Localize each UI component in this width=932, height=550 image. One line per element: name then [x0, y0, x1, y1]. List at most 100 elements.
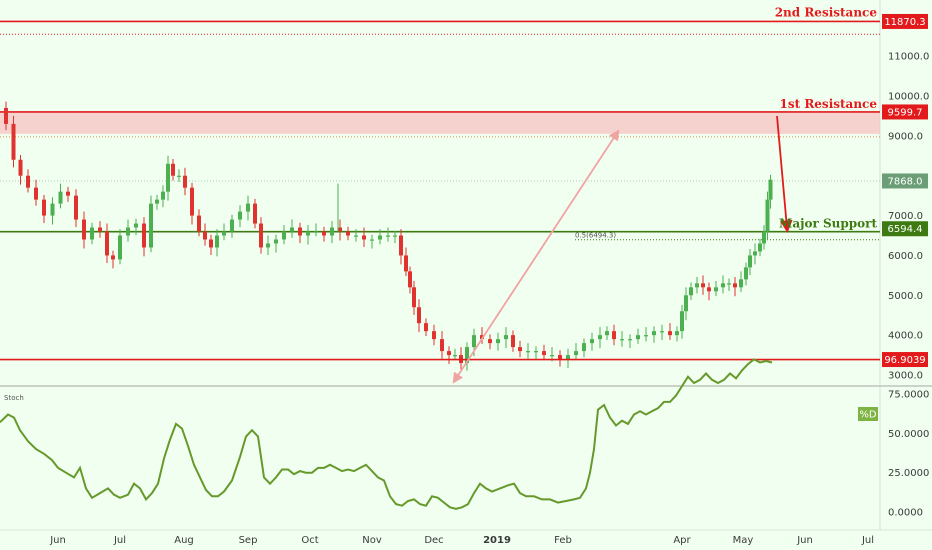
candle-body	[636, 335, 640, 340]
candle-body	[566, 355, 570, 360]
candle-body	[209, 239, 213, 248]
candle-body	[765, 199, 770, 232]
stoch-legend-label: %D	[859, 410, 877, 421]
time-tick-label: Jul	[861, 535, 874, 546]
first-resistance-label: 1st Resistance	[780, 97, 878, 111]
candle-body	[412, 287, 416, 308]
annotations: 11870.3 9599.7 7868.0 6594.4 96.9039 2nd Resi…	[575, 5, 928, 368]
time-tick-label: Dec	[424, 535, 443, 546]
candle-body	[222, 231, 226, 236]
candle-body	[197, 215, 201, 232]
candle-body	[378, 235, 382, 240]
candle-body	[149, 203, 153, 248]
candle-body	[644, 335, 648, 337]
candle-body	[183, 175, 187, 188]
time-tick-label: Jun	[796, 535, 813, 546]
candle-body	[675, 331, 679, 336]
candle-body	[417, 307, 421, 324]
candle-body	[42, 199, 46, 216]
second-resistance-tag-label: 11870.3	[884, 17, 925, 28]
resistance-zone-rect	[0, 111, 880, 134]
level-lines	[0, 20, 880, 241]
price-tick-label: 3000.0	[888, 371, 923, 382]
candle-body	[447, 351, 451, 356]
arrows	[452, 115, 793, 384]
candle-body	[399, 235, 403, 256]
candle-body	[118, 235, 122, 260]
candle-body	[768, 179, 773, 200]
time-tick-label: 2019	[483, 535, 511, 546]
candle-body	[707, 287, 711, 292]
candle-body	[472, 335, 476, 348]
candle-body	[440, 339, 444, 352]
candle-body	[246, 203, 250, 212]
candle-body	[598, 335, 602, 340]
candle-body	[424, 323, 428, 332]
time-tick-label: Feb	[554, 535, 572, 546]
candle-body	[721, 283, 725, 288]
candle-body	[354, 235, 358, 237]
candle-body	[58, 191, 63, 204]
candle-body	[526, 351, 530, 353]
time-tick-label: May	[733, 535, 754, 546]
major-support-tag	[882, 221, 928, 237]
candle-body	[739, 279, 743, 288]
stoch-tick-label: 75.0000	[888, 390, 929, 401]
candle-body	[605, 331, 609, 336]
candle-body	[177, 175, 181, 177]
resistance-zone	[0, 111, 880, 138]
candle-body	[518, 347, 522, 352]
candle-body	[18, 159, 23, 176]
candle-body	[504, 335, 508, 340]
stoch-tick-label: 0.0000	[888, 508, 923, 519]
candle-body	[511, 335, 515, 348]
candle-body	[298, 227, 302, 236]
candle-body	[408, 271, 412, 288]
candle-body	[628, 339, 632, 341]
second-resistance-label: 2nd Resistance	[775, 5, 878, 19]
candle-body	[574, 351, 578, 356]
candle-body	[590, 339, 594, 344]
price-tick-label: 4000.0	[888, 331, 923, 342]
candle-body	[26, 175, 30, 188]
candle-body	[274, 239, 278, 244]
candle-body	[322, 231, 326, 236]
candle-body	[701, 283, 705, 288]
candle-body	[166, 163, 170, 192]
candle-body	[253, 203, 257, 224]
candle-body	[393, 235, 397, 237]
candle-body	[370, 239, 374, 241]
candle-body	[111, 255, 115, 260]
candle-body	[66, 191, 70, 196]
candle-body	[266, 243, 270, 248]
candle-body	[190, 187, 194, 216]
stoch-level-tag	[882, 352, 928, 368]
grid	[0, 0, 932, 531]
price-tick-label: 6000.0	[888, 251, 923, 262]
candle-body	[542, 351, 546, 356]
time-tick-label: Apr	[673, 535, 691, 546]
candle-body	[215, 235, 219, 248]
price-tick-label: 11000.0	[888, 52, 929, 63]
candle-body	[558, 355, 562, 360]
candle-body	[733, 283, 737, 288]
candle-body	[695, 283, 699, 288]
fib-label: 0.5(6494.3)	[575, 232, 616, 240]
candle-body	[660, 331, 664, 333]
candle-body	[282, 231, 286, 240]
price-tick-label: 9000.0	[888, 131, 923, 142]
price-tick-label: 7000.0	[888, 211, 923, 222]
stoch-level-tag-label: 96.9039	[884, 355, 925, 366]
first-resistance-tag-label: 9599.7	[888, 107, 923, 118]
candle-body	[161, 191, 165, 200]
candle-body	[488, 339, 492, 344]
first-resistance-tag	[882, 104, 928, 120]
second-resistance-tag	[882, 13, 928, 29]
time-tick-label: Jun	[49, 535, 66, 546]
major-support-tag-label: 6594.4	[888, 224, 923, 235]
candle-body	[346, 231, 350, 236]
current-price-tag-label: 7868.0	[888, 176, 923, 187]
time-tick-label: Oct	[301, 535, 318, 546]
